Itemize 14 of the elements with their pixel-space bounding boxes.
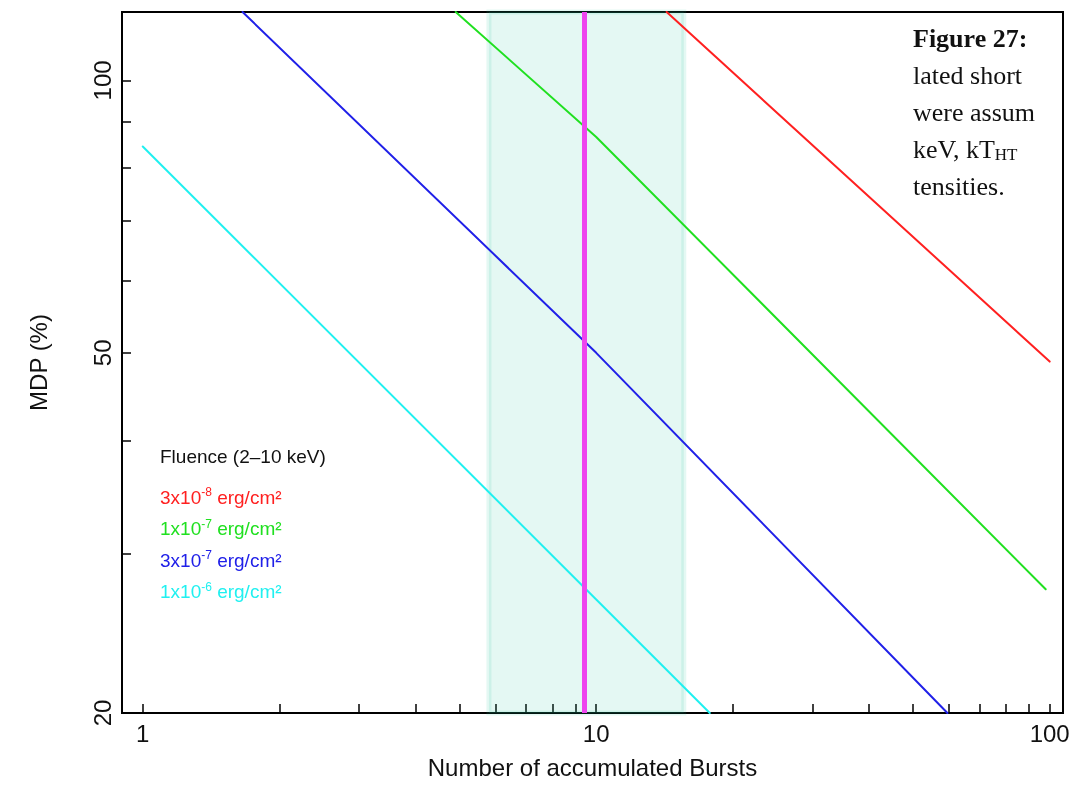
x-tick-label: 1	[136, 719, 150, 747]
annotation: lated short	[913, 61, 1023, 90]
x-tick-label: 10	[582, 719, 610, 747]
x-tick-label: 100	[1029, 719, 1070, 747]
annotation: Figure 27:	[913, 24, 1028, 53]
annotation: were assum	[913, 98, 1036, 127]
y-axis-title: MDP (%)	[24, 314, 52, 411]
annotation: tensities.	[913, 172, 1005, 201]
annotation: keV, kTHT	[913, 135, 1019, 164]
legend-title: Fluence (2–10 keV)	[160, 446, 326, 467]
y-tick-label: 20	[88, 699, 116, 727]
x-axis-title: Number of accumulated Bursts	[427, 753, 758, 781]
y-tick-label: 50	[88, 339, 116, 367]
y-tick-label: 100	[88, 60, 116, 101]
